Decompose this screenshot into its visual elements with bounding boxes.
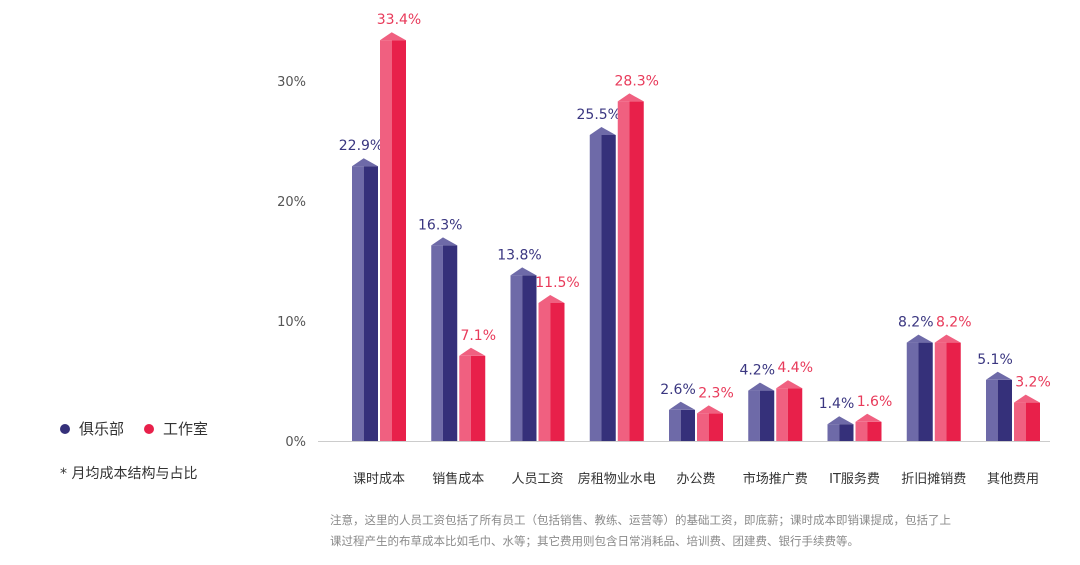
bar-cap [459, 347, 486, 356]
data-label-club: 16.3% [418, 217, 462, 233]
data-label-studio: 7.1% [460, 328, 496, 344]
bar-studio [855, 421, 868, 441]
y-tick-label: 10% [277, 315, 306, 330]
data-label-studio: 4.4% [777, 360, 813, 376]
data-label-club: 22.9% [339, 138, 383, 154]
bar-studio [617, 101, 630, 442]
legend-label-club: 俱乐部 [79, 420, 125, 438]
bar-cap [589, 127, 616, 135]
legend-dot-studio [144, 423, 155, 434]
bar-cap [906, 334, 933, 343]
bar-studio [459, 355, 471, 441]
bar-cap [855, 413, 882, 422]
data-label-club: 25.5% [577, 107, 621, 123]
bar-cap [617, 93, 644, 102]
legend-item-studio: 工作室 [144, 418, 208, 439]
note-line-1: 注意，这里的人员工资包括了所有员工（包括销售、教练、运营等）的基础工资，即底薪；… [330, 513, 951, 527]
bar-studio-shade [391, 40, 406, 441]
data-label-studio: 33.4% [377, 12, 421, 28]
data-label-studio: 2.3% [698, 385, 734, 401]
bar-studio-shade [550, 303, 565, 441]
bar-cap [776, 380, 803, 389]
data-label-club: 2.6% [660, 382, 696, 398]
data-label-club: 5.1% [977, 352, 1013, 368]
bar-cap [934, 334, 961, 343]
bar-club-shade [442, 245, 458, 441]
bar-cap [352, 158, 378, 167]
x-tick-label: IT服务费 [829, 471, 880, 487]
x-tick-label: 课时成本 [353, 472, 405, 487]
legend-label-studio: 工作室 [163, 420, 209, 438]
bar-cap [431, 237, 458, 246]
bar-club-shade [839, 424, 854, 441]
bar-studio-shade [946, 342, 961, 441]
bar-club-shade [680, 409, 695, 441]
bar-studio [776, 388, 788, 441]
data-label-club: 8.2% [898, 315, 934, 331]
bar-studio-shade [787, 388, 803, 441]
x-tick-label: 折旧摊销费 [901, 472, 966, 487]
bar-studio-shade [470, 355, 486, 441]
bar-studio-shade [629, 101, 644, 442]
bar-chart: 0% 10% 20% 30% 22.9% 33.4% 课时成本 16.3% 7.1% 销售成本 13… [277, 12, 1051, 487]
bar-studio [934, 342, 947, 441]
note-line-2: 课过程产生的布草成本比如毛巾、水等；其它费用则包含日常消耗品、培训费、团建费、银… [330, 534, 859, 548]
x-tick-label: 房租物业水电 [578, 471, 656, 487]
bar-club [352, 166, 364, 441]
bar-club [669, 409, 681, 441]
x-tick-label: 办公费 [676, 472, 715, 487]
bar-cap [986, 371, 1012, 380]
legend-item-club: 俱乐部 [60, 418, 124, 439]
data-label-club: 13.8% [497, 247, 541, 263]
bar-club-shade [759, 390, 775, 441]
chart-footnote: * 月均成本结构与占比 [60, 466, 198, 482]
bar-club [906, 342, 919, 441]
y-tick-label: 0% [285, 435, 306, 450]
bar-cap [827, 416, 854, 425]
x-tick-label: 销售成本 [432, 471, 484, 487]
bar-club-shade [363, 166, 378, 441]
bar-cap [538, 295, 565, 303]
x-tick-label: 其他费用 [987, 472, 1039, 487]
bar-studio-shade [867, 421, 882, 441]
bar-cap [380, 32, 406, 41]
bar-club [986, 379, 998, 441]
bar-club [431, 245, 443, 441]
legend: 俱乐部 工作室 [60, 418, 208, 439]
bar-club-shade [522, 275, 537, 441]
data-label-studio: 3.2% [1015, 375, 1051, 391]
bar-club [510, 275, 523, 441]
bar-club [589, 135, 602, 441]
bar-club-shade [918, 342, 933, 441]
data-label-studio: 1.6% [857, 394, 893, 410]
bar-studio [538, 303, 551, 441]
bar-cap [748, 382, 775, 391]
data-label-club: 4.2% [739, 363, 775, 379]
y-tick-label: 20% [277, 195, 306, 210]
bar-club-shade [997, 379, 1012, 441]
data-label-studio: 28.3% [615, 73, 659, 89]
bar-club-shade [601, 135, 616, 441]
data-label-studio: 11.5% [535, 275, 579, 291]
bar-club [748, 390, 760, 441]
data-label-club: 1.4% [819, 396, 855, 412]
bar-studio [380, 40, 392, 441]
bar-studio [1014, 402, 1026, 441]
bar-studio [697, 413, 709, 441]
bar-cap [1014, 394, 1040, 403]
legend-dot-club [60, 423, 70, 434]
data-label-studio: 8.2% [936, 315, 972, 331]
bar-studio-shade [708, 413, 723, 441]
x-tick-label: 人员工资 [511, 472, 563, 487]
explanatory-note: 注意，这里的人员工资包括了所有员工（包括销售、教练、运营等）的基础工资，即底薪；… [330, 510, 1035, 552]
y-tick-label: 30% [277, 75, 306, 90]
x-tick-label: 市场推广费 [743, 471, 808, 487]
bar-cap [669, 401, 695, 410]
bar-club [827, 424, 840, 441]
bar-cap [697, 405, 723, 414]
bar-cap [510, 267, 537, 276]
bar-studio-shade [1025, 402, 1040, 441]
